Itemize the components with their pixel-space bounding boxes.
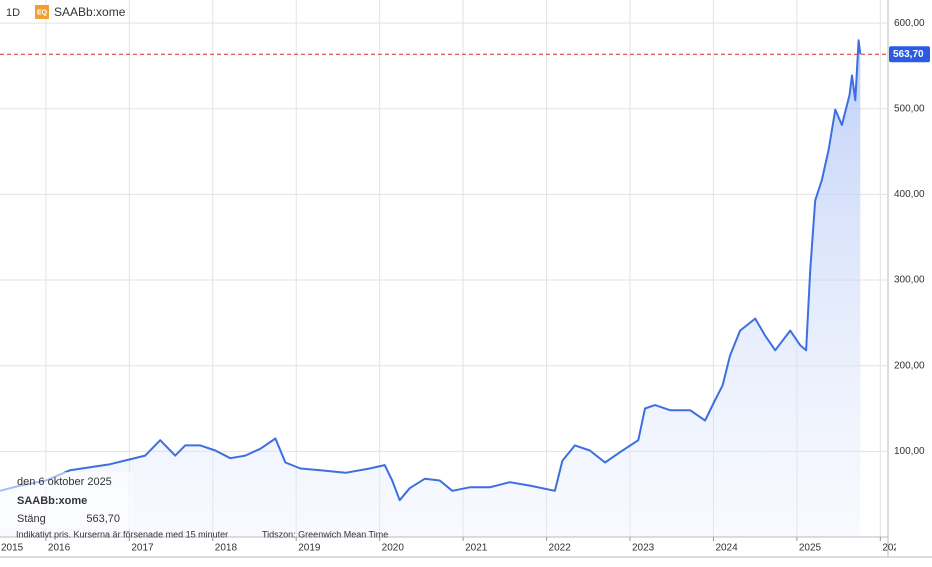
- area-fill: [0, 40, 861, 538]
- y-tick-label: 400,00: [894, 189, 925, 200]
- x-tick-label: 2022: [549, 543, 572, 554]
- x-tick-label: 2018: [215, 543, 238, 554]
- x-tick-label: 2016: [48, 543, 71, 554]
- info-close: 563,70: [86, 513, 120, 525]
- y-tick-label: 200,00: [894, 360, 925, 371]
- interval: 1D: [6, 7, 20, 19]
- info-box: [0, 472, 132, 528]
- x-tick-label: 2026: [882, 543, 905, 554]
- x-tick-label: 2021: [465, 543, 488, 554]
- x-tick-label: 2017: [131, 543, 154, 554]
- info-symbol: SAABb:xome: [17, 495, 87, 507]
- last-price-label: 563,70: [893, 49, 924, 60]
- info-date: den 6 oktober 2025: [17, 476, 112, 488]
- x-tick-label: 2020: [382, 543, 405, 554]
- x-tick-label: 2025: [799, 543, 822, 554]
- x-tick-label: 2019: [298, 543, 321, 554]
- x-tick-label: 2023: [632, 543, 655, 554]
- info-close-label: Stäng: [17, 513, 46, 525]
- y-tick-label: 500,00: [894, 103, 925, 114]
- x-tick-label: 2015: [1, 543, 24, 554]
- footer-note: Indikativt pris. Kurserna är försenade m…: [16, 529, 228, 539]
- y-tick-label: 100,00: [894, 446, 925, 457]
- last-price-tag: [889, 46, 930, 63]
- x-axis: 2015 2016 2017 2018 2019 2020 2021 2022 2023 2024…: [1, 537, 905, 554]
- symbol: SAABb:xome: [54, 5, 126, 19]
- y-tick-label: 600,00: [894, 18, 925, 29]
- badge-bg: [35, 5, 49, 19]
- footer-timezone: Tidszon: Greenwich Mean Time: [262, 529, 388, 539]
- y-tick-label: 300,00: [894, 275, 925, 286]
- y-axis: 100,00 200,00 300,00 400,00 500,00 600,00 563,…: [889, 18, 930, 457]
- x-tick-label: 2024: [715, 543, 738, 554]
- badge: EQ: [37, 9, 48, 16]
- plot: [0, 39, 887, 538]
- price-line: [0, 39, 862, 502]
